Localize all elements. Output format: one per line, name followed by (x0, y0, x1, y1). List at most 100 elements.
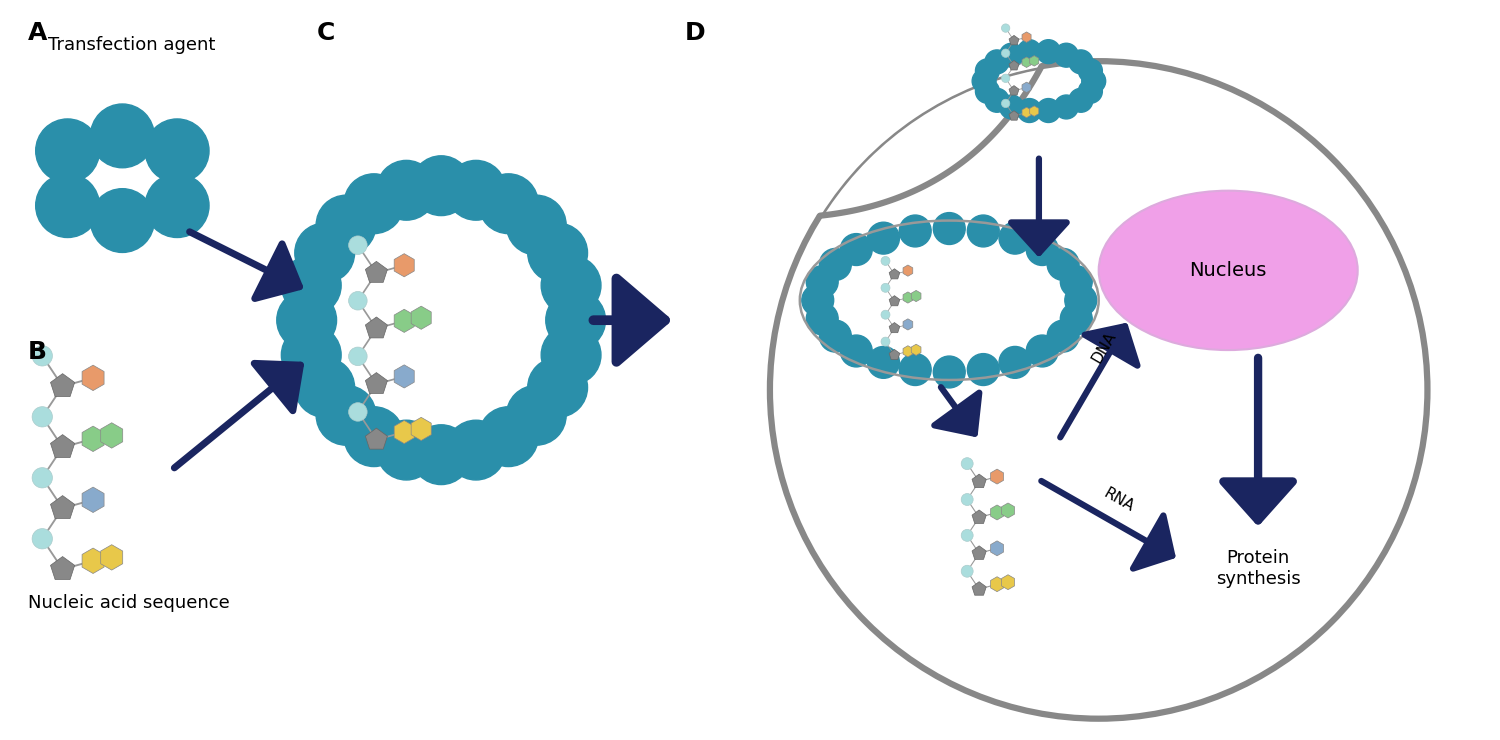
Circle shape (900, 215, 932, 247)
Polygon shape (366, 317, 387, 338)
Polygon shape (890, 349, 900, 360)
Circle shape (968, 354, 999, 386)
Circle shape (840, 234, 872, 266)
Circle shape (478, 174, 538, 234)
Text: Nucleic acid sequence: Nucleic acid sequence (27, 594, 230, 612)
Circle shape (880, 337, 890, 346)
Circle shape (1017, 98, 1041, 123)
Circle shape (542, 255, 602, 315)
Circle shape (1002, 99, 1010, 107)
Polygon shape (903, 346, 914, 357)
Polygon shape (82, 548, 104, 574)
Circle shape (840, 335, 872, 367)
Circle shape (528, 223, 588, 283)
Circle shape (933, 356, 964, 388)
Text: B: B (27, 340, 46, 364)
Circle shape (933, 212, 964, 244)
Circle shape (962, 529, 974, 542)
Circle shape (807, 266, 838, 297)
Circle shape (376, 161, 436, 221)
Circle shape (376, 420, 436, 480)
Circle shape (867, 346, 900, 378)
Circle shape (1047, 249, 1078, 280)
Circle shape (1047, 320, 1078, 352)
Circle shape (542, 325, 602, 385)
Polygon shape (1002, 575, 1014, 590)
Circle shape (344, 407, 404, 466)
Circle shape (32, 407, 53, 427)
Circle shape (900, 354, 932, 386)
Circle shape (1070, 50, 1094, 74)
Circle shape (411, 156, 471, 215)
Circle shape (296, 357, 354, 417)
Polygon shape (1010, 36, 1019, 45)
Polygon shape (972, 546, 986, 559)
Circle shape (146, 174, 208, 238)
Text: RNA: RNA (1101, 485, 1137, 514)
Polygon shape (366, 261, 387, 283)
Polygon shape (411, 417, 430, 440)
Circle shape (32, 528, 53, 549)
Text: DNA: DNA (1089, 329, 1119, 365)
Circle shape (807, 303, 838, 334)
Circle shape (999, 43, 1023, 67)
Circle shape (975, 59, 999, 83)
Circle shape (36, 119, 99, 183)
Polygon shape (394, 309, 414, 332)
Circle shape (962, 565, 974, 577)
Polygon shape (1022, 32, 1031, 42)
Circle shape (880, 257, 890, 266)
Circle shape (528, 357, 588, 417)
Circle shape (507, 195, 566, 255)
Circle shape (962, 494, 974, 505)
Circle shape (282, 255, 340, 315)
Polygon shape (82, 365, 104, 391)
Polygon shape (1022, 82, 1031, 92)
Circle shape (968, 215, 999, 247)
Polygon shape (990, 541, 1004, 556)
Circle shape (446, 420, 506, 480)
Polygon shape (1029, 106, 1039, 116)
Polygon shape (912, 290, 921, 302)
Circle shape (1002, 24, 1010, 33)
Polygon shape (394, 365, 414, 388)
Circle shape (348, 403, 368, 421)
Circle shape (819, 249, 852, 280)
Circle shape (446, 161, 506, 221)
Polygon shape (1010, 86, 1019, 95)
Polygon shape (394, 254, 414, 277)
Polygon shape (366, 372, 387, 394)
Polygon shape (1002, 503, 1014, 518)
Circle shape (880, 310, 890, 319)
Polygon shape (990, 505, 1004, 520)
Circle shape (348, 236, 368, 255)
Polygon shape (51, 556, 75, 579)
Circle shape (1017, 40, 1041, 64)
Circle shape (546, 290, 606, 350)
Circle shape (1060, 266, 1092, 297)
Circle shape (986, 50, 1010, 74)
Circle shape (975, 79, 999, 104)
Polygon shape (100, 423, 123, 448)
Text: C: C (316, 21, 334, 45)
Ellipse shape (1098, 191, 1358, 350)
Polygon shape (972, 582, 986, 595)
Circle shape (1065, 284, 1096, 316)
Circle shape (880, 283, 890, 292)
Circle shape (90, 104, 154, 168)
Polygon shape (82, 426, 104, 451)
Polygon shape (100, 545, 123, 570)
Text: A: A (27, 21, 46, 45)
Polygon shape (366, 428, 387, 449)
Polygon shape (51, 434, 75, 457)
Circle shape (999, 222, 1030, 254)
Circle shape (478, 407, 538, 466)
Circle shape (296, 223, 354, 283)
Polygon shape (903, 292, 914, 303)
Polygon shape (990, 469, 1004, 484)
Circle shape (344, 174, 404, 234)
Circle shape (1026, 335, 1057, 367)
Circle shape (348, 292, 368, 310)
Polygon shape (972, 474, 986, 488)
Circle shape (1002, 74, 1010, 82)
